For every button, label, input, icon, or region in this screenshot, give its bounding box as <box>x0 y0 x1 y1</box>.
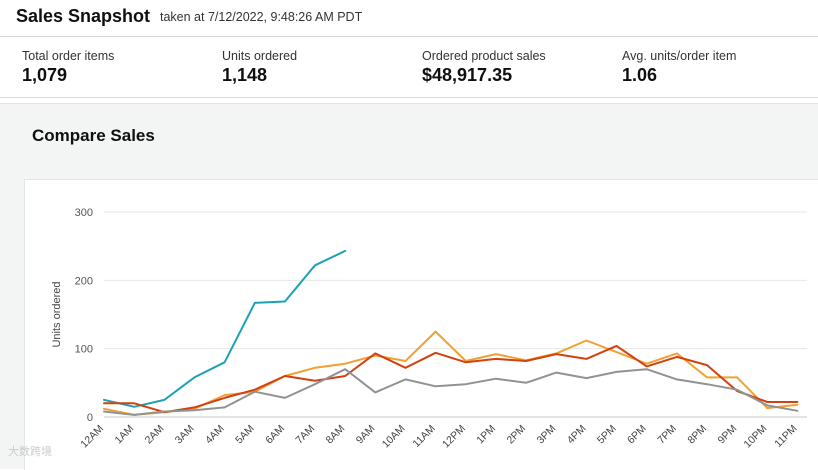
metric-value: 1,079 <box>22 65 68 85</box>
x-tick-label: 11PM <box>772 423 799 450</box>
compare-sales-title: Compare Sales <box>32 126 155 145</box>
metric-units-ordered: Units ordered 1,148 <box>222 49 297 86</box>
metric-avg-units-per-order-item: Avg. units/order item 1.06 <box>622 49 736 86</box>
series-line-3 <box>103 344 799 414</box>
x-tick-label: 1PM <box>474 423 498 447</box>
metrics-row: Total order items 1,079 Units ordered 1,… <box>0 37 818 98</box>
metric-value: 1.06 <box>622 65 658 85</box>
series-line-4 <box>103 368 799 416</box>
metric-total-order-items: Total order items 1,079 <box>22 49 114 86</box>
watermark-logo: 大数跨境 <box>8 446 52 458</box>
x-tick-label: 8PM <box>685 423 709 447</box>
x-tick-label: 11AM <box>410 423 437 450</box>
x-tick-label: 7PM <box>655 423 679 447</box>
y-tick-label: 0 <box>87 412 93 424</box>
metric-label: Units ordered <box>222 49 298 63</box>
x-tick-label: 10PM <box>742 423 770 451</box>
x-tick-label: 12PM <box>440 423 468 451</box>
y-tick-label: 100 <box>75 344 93 356</box>
metric-label: Total order items <box>22 49 115 63</box>
x-tick-label: 4AM <box>203 423 227 447</box>
x-tick-label: 9PM <box>716 423 740 447</box>
x-tick-label: 2AM <box>143 423 167 447</box>
x-tick-label: 6AM <box>263 423 287 447</box>
x-tick-label: 5PM <box>595 423 619 447</box>
compare-sales-panel: Compare Sales 0 100 200 300 Units ordered 12A… <box>0 103 818 470</box>
metric-label: Avg. units/order item <box>622 49 737 63</box>
snapshot-header: Sales Snapshot taken at 7/12/2022, 9:48:… <box>0 0 818 37</box>
page-title: Sales Snapshot <box>16 6 151 26</box>
x-tick-label: 2PM <box>504 423 528 447</box>
metric-ordered-product-sales: Ordered product sales $48,917.35 <box>422 49 546 86</box>
x-tick-label: 6PM <box>625 423 649 447</box>
x-tick-label: 8AM <box>324 423 348 447</box>
x-tick-label: 5AM <box>233 423 257 447</box>
y-axis-label: Units ordered <box>51 281 63 347</box>
x-tick-label: 12AM <box>78 423 106 451</box>
x-tick-label: 3PM <box>535 423 559 447</box>
x-tick-label: 4PM <box>565 423 589 447</box>
metric-label: Ordered product sales <box>422 49 546 63</box>
y-tick-label: 200 <box>75 275 93 287</box>
x-tick-label: 1AM <box>113 423 137 447</box>
series-line-1 <box>103 249 347 408</box>
x-tick-label: 7AM <box>293 423 317 447</box>
x-tick-label: 3AM <box>173 423 197 447</box>
snapshot-timestamp: taken at 7/12/2022, 9:48:26 AM PDT <box>160 10 363 24</box>
metric-value: $48,917.35 <box>422 65 513 85</box>
x-tick-label: 10AM <box>380 423 408 451</box>
metric-value: 1,148 <box>222 65 268 85</box>
chart-card: 0 100 200 300 Units ordered 12AM 1AM 2AM 3AM 4AM 5… <box>24 179 818 470</box>
y-tick-label: 300 <box>75 207 93 219</box>
x-tick-label: 9AM <box>354 423 378 447</box>
